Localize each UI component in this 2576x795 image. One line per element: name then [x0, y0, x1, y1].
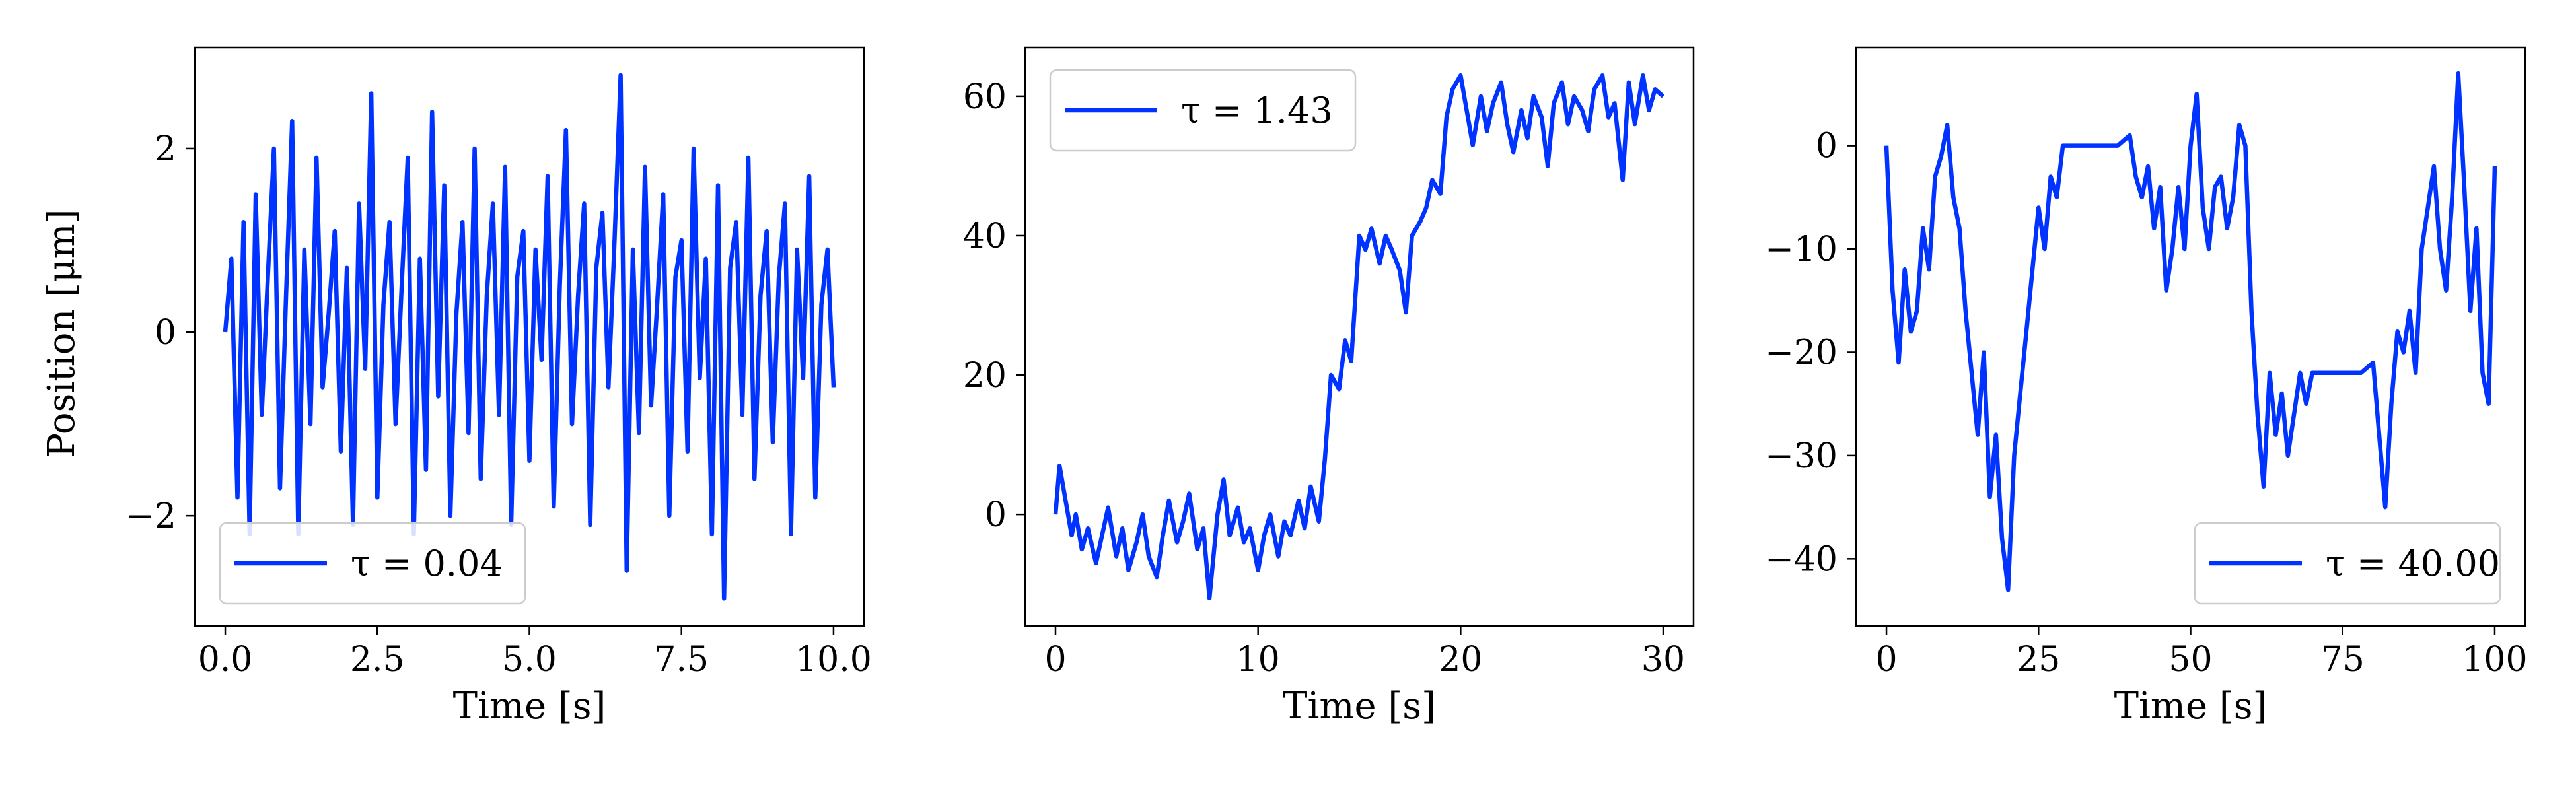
series-line-2-1	[1053, 73, 1665, 601]
axes-frame	[1024, 46, 1695, 627]
y-axis-label: Position [μm]	[40, 209, 83, 458]
x-tick-label: 30	[1641, 640, 1685, 679]
legend-label: τ = 1.43	[1181, 90, 1333, 131]
y-tick-label: −40	[1765, 539, 1838, 579]
legend: τ = 40.00	[2194, 522, 2501, 605]
panel-3: 0 25 50 75 100 −40 −30 −20 −10 0 Time [s] τ = 40.00	[1765, 46, 2528, 728]
x-tick-label: 2.5	[350, 640, 405, 679]
x-tick-label: 10.0	[795, 640, 872, 679]
x-axis-label: Time [s]	[2114, 685, 2268, 728]
x-tick-label: 7.5	[654, 640, 709, 679]
legend: τ = 0.04	[219, 522, 526, 605]
y-tick-label: −2	[125, 497, 176, 536]
y-tick-label: 0	[1816, 127, 1838, 166]
panel-1: 0.0 2.5 5.0 7.5 10.0 −2 0 2 Time [s] τ = 0.04	[125, 46, 872, 728]
legend-label: τ = 40.00	[2326, 543, 2500, 584]
legend-label: τ = 0.04	[351, 543, 503, 584]
y-tick-label: 20	[963, 356, 1007, 396]
series-line-3-1	[1884, 71, 2497, 592]
x-tick-label: 5.0	[502, 640, 557, 679]
y-tick-label: 0	[155, 313, 176, 353]
y-tick-label: −10	[1765, 230, 1838, 269]
x-tick-label: 0	[1875, 640, 1897, 679]
legend-box	[219, 522, 526, 605]
series-line-1-1	[223, 73, 836, 601]
y-tick-label: 60	[963, 77, 1007, 117]
y-tick-label: 40	[963, 217, 1007, 256]
x-tick-label: 0.0	[198, 640, 253, 679]
x-tick-label: 50	[2168, 640, 2212, 679]
x-tick-label: 100	[2462, 640, 2527, 679]
x-tick-label: 10	[1236, 640, 1280, 679]
legend: τ = 1.43	[1049, 69, 1357, 152]
legend-box	[1049, 69, 1357, 152]
y-tick-label: 0	[985, 495, 1007, 535]
y-tick-label: −20	[1765, 333, 1838, 372]
x-tick-label: 25	[2017, 640, 2060, 679]
x-axis-label: Time [s]	[1283, 685, 1436, 728]
x-axis-label: Time [s]	[453, 685, 606, 728]
legend-box	[2194, 522, 2501, 605]
y-tick-label: 2	[155, 129, 176, 169]
panel-2: 0 10 20 30 0 20 40 60 Time [s] τ = 1.43	[963, 46, 1695, 728]
x-tick-label: 20	[1439, 640, 1482, 679]
x-tick-label: 0	[1044, 640, 1066, 679]
x-tick-label: 75	[2321, 640, 2365, 679]
y-tick-label: −30	[1765, 436, 1838, 476]
